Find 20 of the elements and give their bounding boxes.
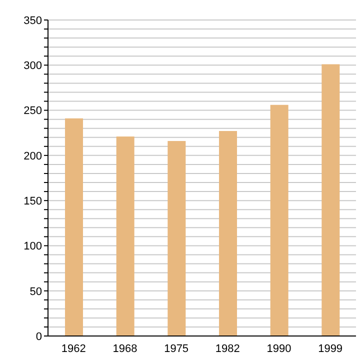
x-tick-label: 1982 [215, 342, 240, 355]
x-tick-label: 1999 [318, 342, 343, 355]
x-tick-label: 1975 [164, 342, 189, 355]
bar [322, 64, 340, 336]
bar [65, 118, 83, 336]
bar [168, 140, 186, 336]
bar [219, 131, 237, 336]
x-tick-label: 1990 [266, 342, 292, 355]
y-tick-label: 0 [36, 330, 42, 343]
y-tick-label: 50 [30, 286, 42, 298]
y-tick-label: 250 [24, 105, 42, 118]
x-tick-label: 1962 [61, 342, 86, 355]
y-tick-label: 100 [24, 240, 42, 253]
y-tick-label: 300 [24, 60, 42, 72]
bar [116, 136, 134, 336]
y-tick-label: 350 [24, 14, 42, 27]
y-tick-label: 150 [24, 195, 42, 208]
x-tick-label: 1968 [112, 342, 138, 355]
y-tick-label: 200 [24, 150, 42, 162]
bar [270, 104, 288, 336]
